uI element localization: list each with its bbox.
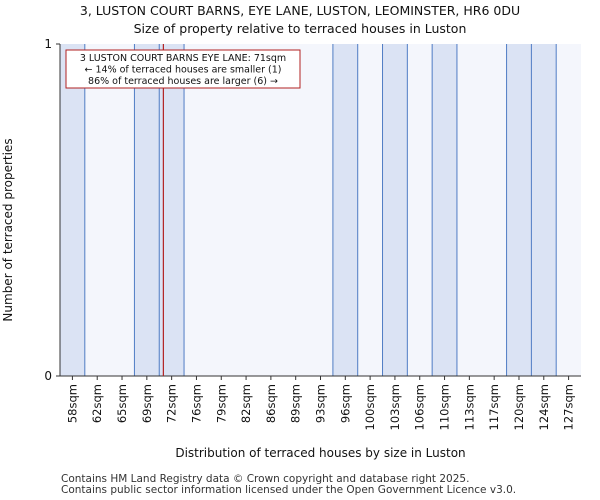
footer-line-2: Contains public sector information licen…	[61, 484, 517, 496]
x-tick-label: 113sqm	[462, 384, 476, 430]
x-axis-label: Distribution of terraced houses by size …	[175, 446, 465, 460]
x-tick-label: 100sqm	[363, 384, 377, 430]
bar	[432, 44, 457, 376]
x-tick-label: 110sqm	[438, 384, 452, 430]
bar	[382, 44, 408, 376]
x-tick-label: 96sqm	[338, 384, 352, 423]
annotation-line: 3 LUSTON COURT BARNS EYE LANE: 71sqm	[80, 53, 286, 64]
x-tick-label: 86sqm	[264, 384, 278, 423]
x-tick-label: 103sqm	[388, 384, 402, 430]
x-tick-label: 120sqm	[512, 384, 526, 430]
x-tick-label: 93sqm	[314, 384, 328, 423]
footer-line-1: Contains HM Land Registry data © Crown c…	[61, 473, 470, 485]
bar	[506, 44, 532, 376]
y-axis-label: Number of terraced properties	[1, 138, 15, 321]
annotation-box	[65, 49, 301, 89]
y-tick-label: 0	[44, 369, 52, 383]
x-tick-label: 124sqm	[537, 384, 551, 430]
x-tick-label: 117sqm	[487, 384, 501, 430]
bar	[134, 44, 160, 376]
chart-title: 3, LUSTON COURT BARNS, EYE LANE, LUSTON,…	[79, 3, 521, 18]
chart-subtitle: Size of property relative to terraced ho…	[133, 21, 467, 36]
x-tick-label: 89sqm	[289, 384, 303, 423]
x-tick-label: 82sqm	[239, 384, 253, 423]
x-tick-label: 72sqm	[165, 384, 179, 423]
x-tick-label: 58sqm	[65, 384, 79, 423]
x-tick-label: 79sqm	[214, 384, 228, 423]
bar	[531, 44, 557, 376]
x-tick-label: 76sqm	[189, 384, 203, 423]
y-tick-label: 1	[44, 37, 52, 51]
x-tick-label: 127sqm	[562, 384, 576, 430]
annotation-line: ← 14% of terraced houses are smaller (1)	[85, 65, 282, 76]
x-tick-label: 106sqm	[413, 384, 427, 430]
x-tick-label: 69sqm	[140, 384, 154, 423]
x-tick-label: 62sqm	[90, 384, 104, 423]
annotation-line: 86% of terraced houses are larger (6) →	[88, 76, 278, 87]
bar	[60, 44, 85, 376]
x-tick-label: 65sqm	[115, 384, 129, 423]
bar	[332, 44, 358, 376]
